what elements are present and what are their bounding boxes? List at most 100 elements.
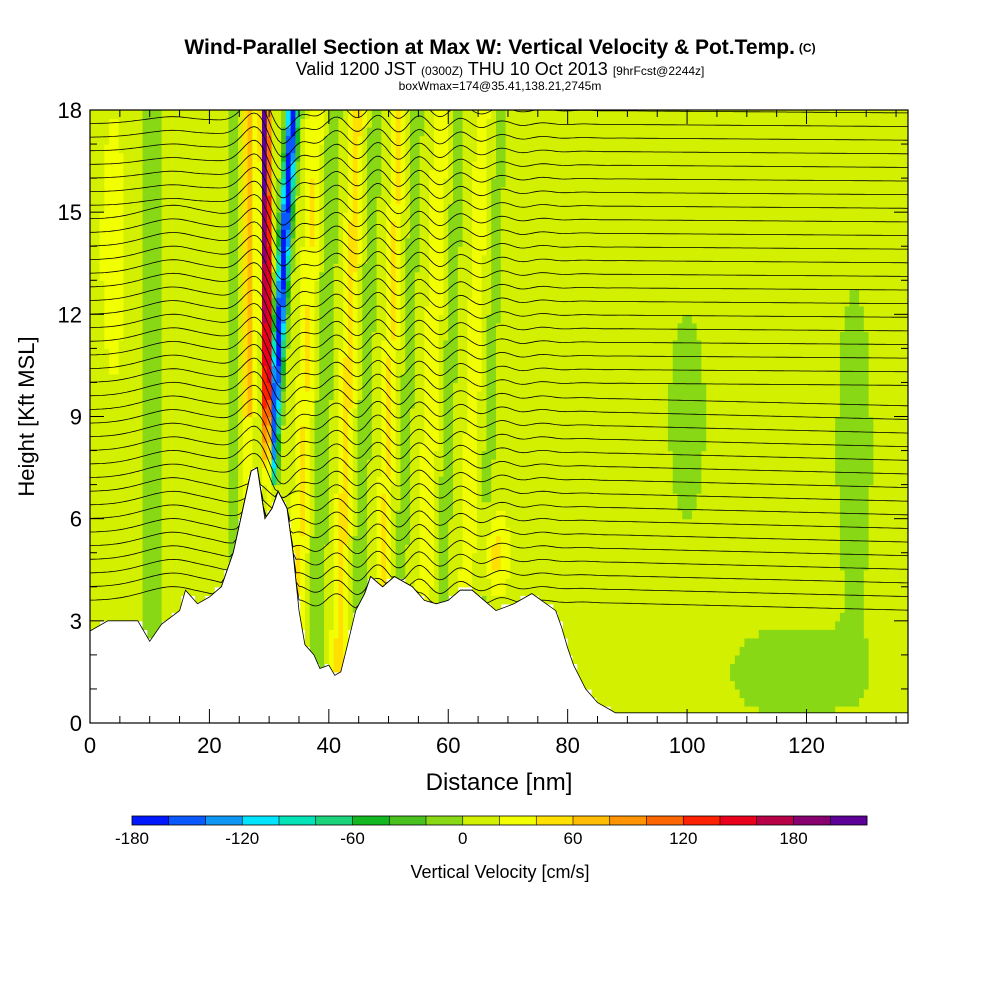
- w-cell: [204, 365, 211, 375]
- w-cell: [376, 442, 382, 452]
- w-cell: [328, 161, 335, 171]
- w-cell: [486, 305, 492, 315]
- w-cell: [328, 271, 335, 281]
- w-cell: [142, 442, 148, 452]
- w-cell: [156, 169, 163, 179]
- w-cell: [324, 271, 330, 281]
- w-cell: [405, 254, 411, 264]
- w-cell: [496, 603, 502, 613]
- w-cell: [109, 288, 115, 298]
- w-cell: [453, 110, 459, 120]
- w-cell: [166, 459, 172, 469]
- w-cell: [333, 518, 339, 528]
- w-cell: [161, 569, 168, 579]
- w-cell: [252, 382, 258, 392]
- w-cell: [214, 118, 220, 128]
- w-cell: [328, 561, 335, 571]
- w-cell: [438, 476, 445, 486]
- w-cell: [137, 603, 144, 613]
- w-cell: [328, 127, 335, 137]
- w-cell: [433, 484, 440, 494]
- w-cell: [94, 561, 101, 571]
- w-cell: [395, 297, 402, 307]
- w-cell: [500, 493, 507, 503]
- w-cell: [142, 220, 148, 230]
- w-cell: [223, 178, 230, 188]
- w-cell: [319, 280, 325, 290]
- w-cell: [161, 314, 168, 324]
- w-cell: [462, 203, 468, 213]
- w-cell: [252, 169, 258, 179]
- w-cell: [500, 561, 507, 571]
- w-cell: [491, 373, 497, 384]
- w-cell: [343, 425, 349, 435]
- w-cell: [242, 339, 249, 349]
- w-cell: [300, 390, 306, 401]
- w-cell: [166, 595, 172, 605]
- w-cell: [94, 339, 101, 349]
- w-cell: [352, 493, 359, 503]
- w-cell: [304, 459, 311, 469]
- w-cell: [438, 254, 445, 264]
- w-cell: [491, 144, 497, 154]
- w-cell: [304, 569, 311, 579]
- w-cell: [113, 433, 120, 443]
- w-cell: [309, 399, 316, 409]
- w-cell: [199, 561, 206, 571]
- w-cell: [228, 135, 234, 145]
- w-cell: [486, 169, 492, 179]
- w-cell: [166, 356, 172, 367]
- w-cell: [476, 288, 483, 298]
- w-cell: [467, 425, 473, 435]
- w-cell: [166, 433, 172, 443]
- w-cell: [113, 501, 120, 511]
- w-cell: [390, 297, 397, 307]
- w-cell: [324, 220, 330, 230]
- w-cell: [333, 459, 339, 469]
- w-cell: [142, 161, 148, 171]
- w-cell: [362, 373, 368, 384]
- w-cell: [481, 348, 488, 358]
- w-cell: [333, 646, 339, 656]
- w-cell: [347, 603, 354, 613]
- w-cell: [271, 356, 277, 367]
- w-cell: [376, 118, 382, 128]
- w-cell: [118, 612, 125, 622]
- w-cell: [204, 390, 211, 401]
- w-cell: [496, 382, 502, 392]
- w-cell: [500, 339, 507, 349]
- w-cell: [161, 459, 168, 469]
- w-cell: [128, 322, 134, 332]
- w-cell: [123, 212, 129, 222]
- w-cell: [180, 135, 187, 145]
- w-cell: [118, 186, 125, 196]
- w-cell: [209, 288, 215, 298]
- w-cell: [180, 263, 187, 273]
- w-cell: [247, 459, 254, 469]
- w-cell: [152, 373, 158, 384]
- w-cell: [352, 586, 359, 596]
- w-cell: [319, 654, 325, 664]
- w-cell: [486, 544, 492, 554]
- w-cell: [357, 280, 363, 290]
- w-cell: [443, 595, 449, 605]
- w-cell: [400, 110, 406, 120]
- w-cell: [500, 527, 507, 537]
- w-cell: [90, 425, 96, 435]
- w-cell: [328, 169, 335, 179]
- w-cell: [281, 246, 287, 256]
- chart-subtitle: Valid 1200 JST (0300Z) THU 10 Oct 2013 […: [0, 60, 1000, 80]
- w-cell: [295, 254, 301, 264]
- w-cell: [128, 544, 134, 554]
- w-cell: [180, 407, 187, 418]
- w-cell: [247, 365, 254, 375]
- w-cell: [319, 297, 325, 307]
- w-cell: [376, 433, 382, 443]
- w-cell: [395, 254, 402, 264]
- w-cell: [343, 535, 349, 545]
- w-cell: [376, 127, 382, 137]
- w-cell: [352, 135, 359, 145]
- w-cell: [276, 476, 282, 486]
- w-cell: [118, 220, 125, 230]
- w-cell: [238, 399, 244, 409]
